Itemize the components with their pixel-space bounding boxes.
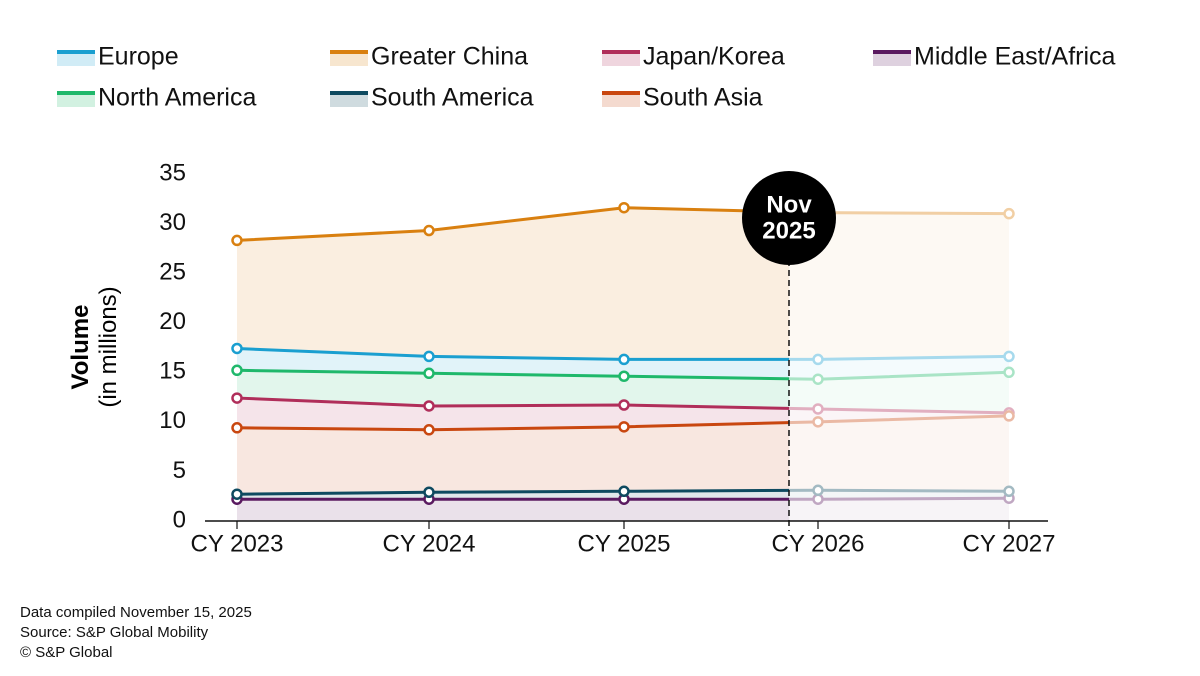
y-tick-label: 35 (159, 159, 186, 186)
x-tick-label: CY 2023 (191, 530, 284, 557)
point (618, 485, 630, 498)
point (423, 350, 435, 363)
point (231, 488, 243, 500)
legend-label: Middle East/Africa (914, 43, 1116, 71)
point (618, 201, 630, 214)
point (231, 422, 243, 434)
legend-swatch (330, 93, 368, 107)
marker-label: 2025 (762, 217, 815, 244)
y-label-sub: (in millions) (95, 286, 122, 407)
point (423, 224, 435, 237)
y-tick-label: 10 (159, 407, 186, 434)
legend-swatch (57, 52, 95, 66)
point (618, 421, 630, 433)
point (231, 364, 243, 377)
point (618, 370, 630, 383)
y-tick-label: 25 (159, 258, 186, 285)
y-tick-label: 15 (159, 358, 186, 385)
y-tick-label: 0 (173, 506, 186, 533)
point (231, 342, 243, 355)
y-label: Volume (67, 305, 94, 390)
x-tick-label: CY 2026 (772, 530, 865, 557)
marker-label: Nov (766, 191, 812, 218)
y-tick-label: 30 (159, 209, 186, 236)
y-axis-title: Volume (in millions) (67, 286, 122, 407)
point (618, 399, 630, 411)
legend-swatch (330, 52, 368, 66)
footnote: Source: S&P Global Mobility (20, 624, 209, 641)
x-tick-label: CY 2024 (383, 530, 476, 557)
legend-swatch (873, 52, 911, 66)
legend-label: Europe (98, 43, 179, 71)
y-tick-label: 5 (173, 457, 186, 484)
point (423, 367, 435, 380)
legend-label: North America (98, 84, 256, 112)
x-tick-label: CY 2027 (963, 530, 1056, 557)
legend-label: Japan/Korea (643, 43, 785, 71)
point (231, 392, 243, 404)
x-tick-label: CY 2025 (578, 530, 671, 557)
footnote: Data compiled November 15, 2025 (20, 604, 252, 621)
point (423, 400, 435, 412)
legend-label: South America (371, 84, 534, 112)
legend-swatch (602, 93, 640, 107)
point (423, 424, 435, 436)
point (231, 234, 243, 247)
legend-label: Greater China (371, 43, 528, 71)
footnote: © S&P Global (20, 644, 113, 661)
y-tick-label: 20 (159, 308, 186, 335)
point (618, 353, 630, 366)
marker-circle (742, 171, 836, 265)
legend-swatch (602, 52, 640, 66)
legend-label: South Asia (643, 84, 763, 112)
legend-swatch (57, 93, 95, 107)
point (423, 486, 435, 498)
